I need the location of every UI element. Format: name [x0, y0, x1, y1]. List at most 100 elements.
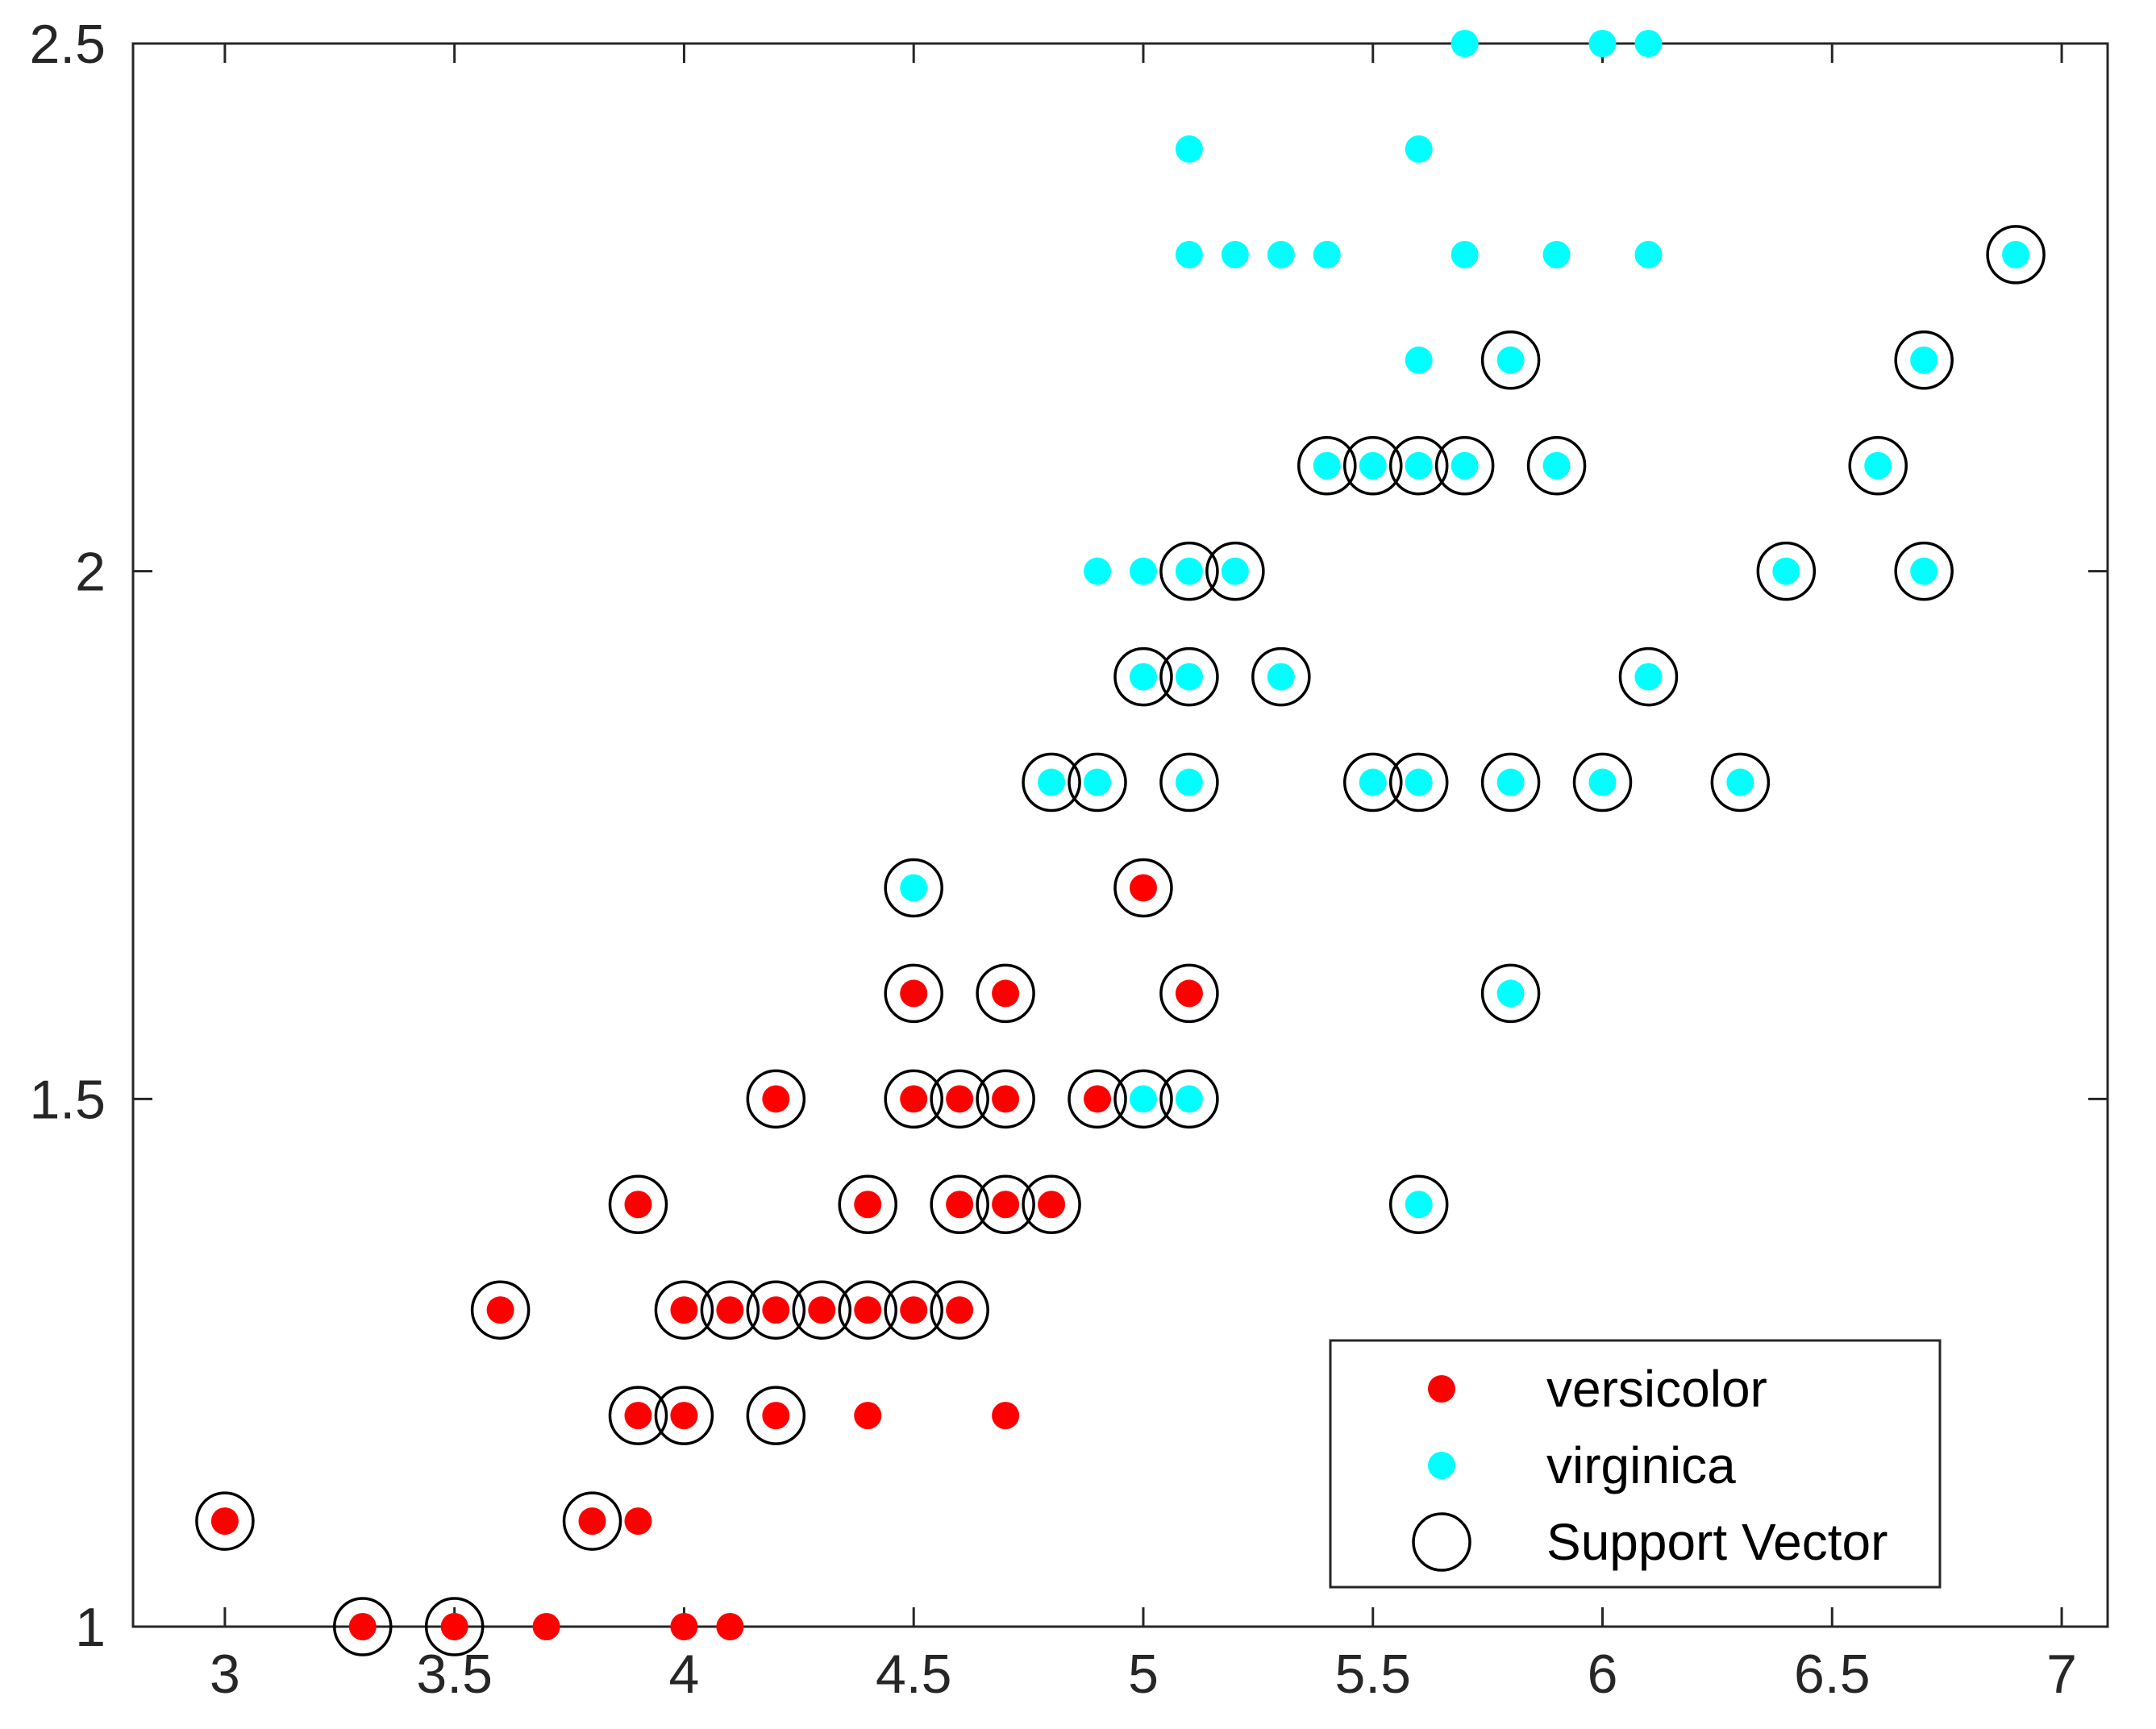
versicolor-point: [440, 1613, 468, 1640]
legend-marker-support-vector: [1412, 1512, 1471, 1572]
x-tick-label: 6.5: [1794, 1644, 1871, 1705]
support-vector-marker: [930, 1069, 989, 1129]
versicolor-point: [670, 1613, 698, 1640]
support-vector-marker: [1297, 435, 1357, 496]
support-vector-marker: [746, 1386, 806, 1445]
series-virginica: [900, 30, 2030, 1219]
support-vector-marker: [746, 1280, 806, 1340]
versicolor-point: [210, 1507, 239, 1536]
support-vector-marker: [424, 1597, 485, 1656]
support-vector-marker: [930, 1174, 989, 1235]
virginica-point: [1634, 663, 1663, 691]
virginica-point: [1451, 30, 1479, 57]
support-vector-marker: [1480, 330, 1541, 390]
x-tick-label: 4: [669, 1644, 700, 1705]
virginica-point: [1267, 240, 1295, 268]
x-tick-label: 5.5: [1334, 1644, 1411, 1705]
versicolor-point: [1175, 979, 1203, 1008]
support-vector-marker: [1205, 541, 1265, 601]
support-vector-marker: [1113, 1069, 1173, 1129]
versicolor-point: [900, 979, 928, 1008]
virginica-point: [1588, 768, 1617, 796]
versicolor-point: [670, 1402, 698, 1430]
support-vector-marker: [1756, 541, 1817, 601]
support-vector-marker: [884, 1280, 943, 1340]
virginica-point: [1451, 451, 1479, 480]
versicolor-point: [992, 1191, 1020, 1219]
support-vector-marker: [1480, 752, 1541, 813]
virginica-point: [1313, 451, 1341, 480]
support-vector-marker: [1113, 646, 1173, 707]
virginica-point: [1726, 768, 1754, 796]
virginica-point: [2002, 240, 2030, 268]
virginica-point: [1542, 240, 1571, 268]
versicolor-point: [486, 1296, 514, 1324]
versicolor-point: [854, 1402, 882, 1430]
versicolor-point: [624, 1507, 652, 1536]
versicolor-point: [1129, 874, 1157, 902]
support-vector-marker: [333, 1597, 393, 1656]
virginica-point: [1910, 346, 1938, 374]
series-versicolor: [210, 874, 1203, 1640]
support-vector-marker: [976, 1174, 1035, 1235]
support-vector-marker: [1159, 752, 1219, 813]
virginica-point: [1267, 663, 1295, 691]
support-vector-marker: [1388, 1174, 1449, 1235]
versicolor-point: [762, 1402, 790, 1430]
virginica-point: [1175, 557, 1203, 585]
versicolor-point: [1084, 1085, 1112, 1113]
support-vector-marker: [1068, 752, 1127, 813]
versicolor-point: [808, 1296, 836, 1324]
virginica-point: [1359, 768, 1387, 796]
data-points: [195, 30, 2046, 1656]
support-vector-marker: [884, 1069, 943, 1129]
legend-label-support-vector: Support Vector: [1546, 1513, 1888, 1571]
versicolor-point: [854, 1296, 882, 1324]
virginica-point: [1451, 240, 1479, 268]
support-vector-marker: [654, 1386, 714, 1445]
virginica-point: [1634, 240, 1663, 268]
support-vector-marker: [1022, 1174, 1081, 1235]
support-vector-marker: [1159, 1069, 1219, 1129]
support-vector-marker: [1986, 225, 2046, 285]
virginica-point: [1175, 240, 1203, 268]
virginica-point: [1175, 1085, 1203, 1113]
series-support-vector: [195, 225, 2046, 1656]
virginica-point: [1175, 135, 1203, 163]
legend: versicolor virginica Support Vector: [1329, 1339, 1942, 1589]
virginica-point: [1496, 768, 1525, 796]
x-tick-label: 3: [210, 1644, 240, 1705]
virginica-point: [1038, 768, 1066, 796]
support-vector-marker: [1894, 330, 1954, 390]
versicolor-point: [624, 1402, 652, 1430]
virginica-point: [1405, 135, 1433, 163]
support-vector-marker: [1388, 435, 1449, 496]
virginica-point: [1359, 451, 1387, 480]
virginica-point: [1313, 240, 1341, 268]
virginica-point: [1084, 557, 1112, 585]
x-tick-label: 5: [1128, 1644, 1159, 1705]
versicolor-point: [348, 1613, 377, 1640]
virginica-point: [1129, 557, 1157, 585]
versicolor-point: [578, 1507, 606, 1536]
versicolor-point: [946, 1191, 974, 1219]
axes-frame: [131, 42, 2109, 1628]
versicolor-point: [532, 1613, 560, 1640]
versicolor-point: [900, 1296, 928, 1324]
x-tick-label: 7: [2046, 1644, 2077, 1705]
support-vector-marker: [1388, 752, 1449, 813]
virginica-point: [1405, 1191, 1433, 1219]
virginica-point: [1864, 451, 1892, 480]
versicolor-point: [992, 979, 1020, 1008]
virginica-point: [1129, 663, 1157, 691]
y-tick-label: 2.5: [29, 14, 106, 75]
versicolor-point: [624, 1191, 652, 1219]
support-vector-marker: [792, 1280, 852, 1340]
support-vector-marker: [1251, 646, 1311, 707]
versicolor-point: [946, 1296, 974, 1324]
versicolor-point: [670, 1296, 698, 1324]
versicolor-point: [946, 1085, 974, 1113]
virginica-point: [1221, 240, 1249, 268]
virginica-point: [1175, 768, 1203, 796]
